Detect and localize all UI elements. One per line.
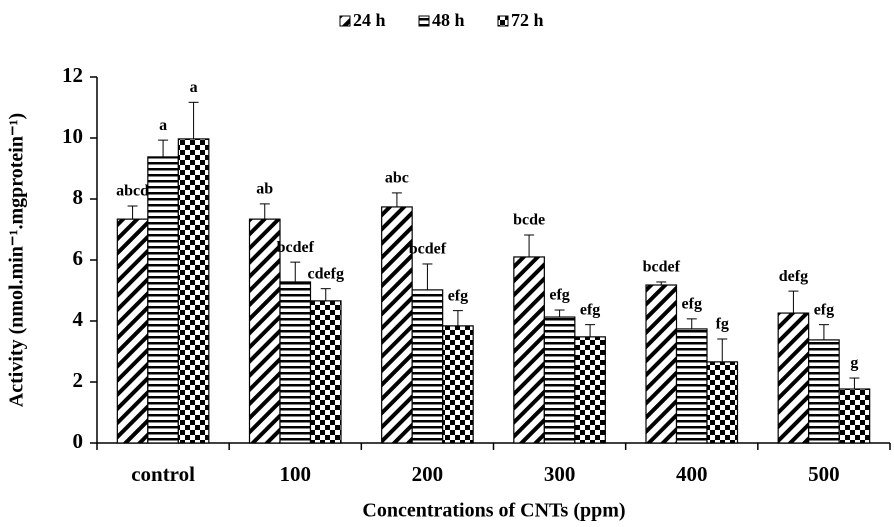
bar xyxy=(279,281,312,444)
bar xyxy=(706,361,739,444)
annotation: bcdef xyxy=(409,241,447,258)
x-tick-label: control xyxy=(131,462,195,486)
annotation: defg xyxy=(779,268,808,285)
x-tick-label: 500 xyxy=(808,462,840,486)
x-tick-label: 200 xyxy=(412,462,444,486)
legend-label: 24 h xyxy=(353,10,386,30)
annotation: ab xyxy=(256,181,273,198)
y-tick-label: 6 xyxy=(73,246,84,270)
bar xyxy=(808,339,840,444)
y-tick-label: 2 xyxy=(73,368,84,392)
annotation: bcdef xyxy=(643,259,681,276)
annotation: bcde xyxy=(513,212,545,229)
annotation: bcdef xyxy=(277,239,315,256)
annotation: efg xyxy=(448,287,468,304)
y-tick-label: 12 xyxy=(62,63,83,87)
x-tick-label: 300 xyxy=(544,462,576,486)
bar xyxy=(147,156,179,444)
bar xyxy=(248,218,281,444)
annotation: a xyxy=(159,117,167,134)
bar xyxy=(381,206,413,444)
y-tick-label: 4 xyxy=(73,307,84,331)
bar xyxy=(442,325,474,444)
annotation: efg xyxy=(814,301,834,318)
x-tick-label: 400 xyxy=(676,462,708,486)
annotation: cdefg xyxy=(308,265,344,282)
legend-swatch xyxy=(418,15,430,27)
y-axis-title: Activity (nmol.min⁻¹.mgprotein⁻¹) xyxy=(6,113,28,407)
bar xyxy=(645,284,678,444)
annotation: abc xyxy=(385,170,409,187)
annotation: g xyxy=(850,355,858,372)
annotation: fg xyxy=(716,316,729,333)
bar xyxy=(543,316,576,444)
x-axis-title: Concentrations of CNTs (ppm) xyxy=(362,500,625,522)
legend-swatch xyxy=(497,15,509,27)
legend-swatch xyxy=(339,15,351,27)
y-tick-label: 8 xyxy=(73,185,84,209)
annotation: efg xyxy=(580,301,600,318)
bar xyxy=(116,218,149,444)
bar xyxy=(574,336,606,444)
bar xyxy=(309,300,342,444)
bar xyxy=(675,328,708,444)
legend-label: 72 h xyxy=(511,10,544,30)
bar xyxy=(177,138,210,444)
annotation: efg xyxy=(549,287,569,304)
annotation: abcd xyxy=(116,183,149,200)
legend-label: 48 h xyxy=(432,10,465,30)
y-tick-label: 10 xyxy=(62,124,83,148)
x-tick-label: 100 xyxy=(280,462,312,486)
annotation: a xyxy=(190,79,198,96)
bar xyxy=(513,256,545,444)
bar xyxy=(838,388,871,444)
bar xyxy=(777,312,810,444)
bar xyxy=(411,289,444,444)
annotation: efg xyxy=(682,296,702,313)
y-tick-label: 0 xyxy=(73,429,84,453)
